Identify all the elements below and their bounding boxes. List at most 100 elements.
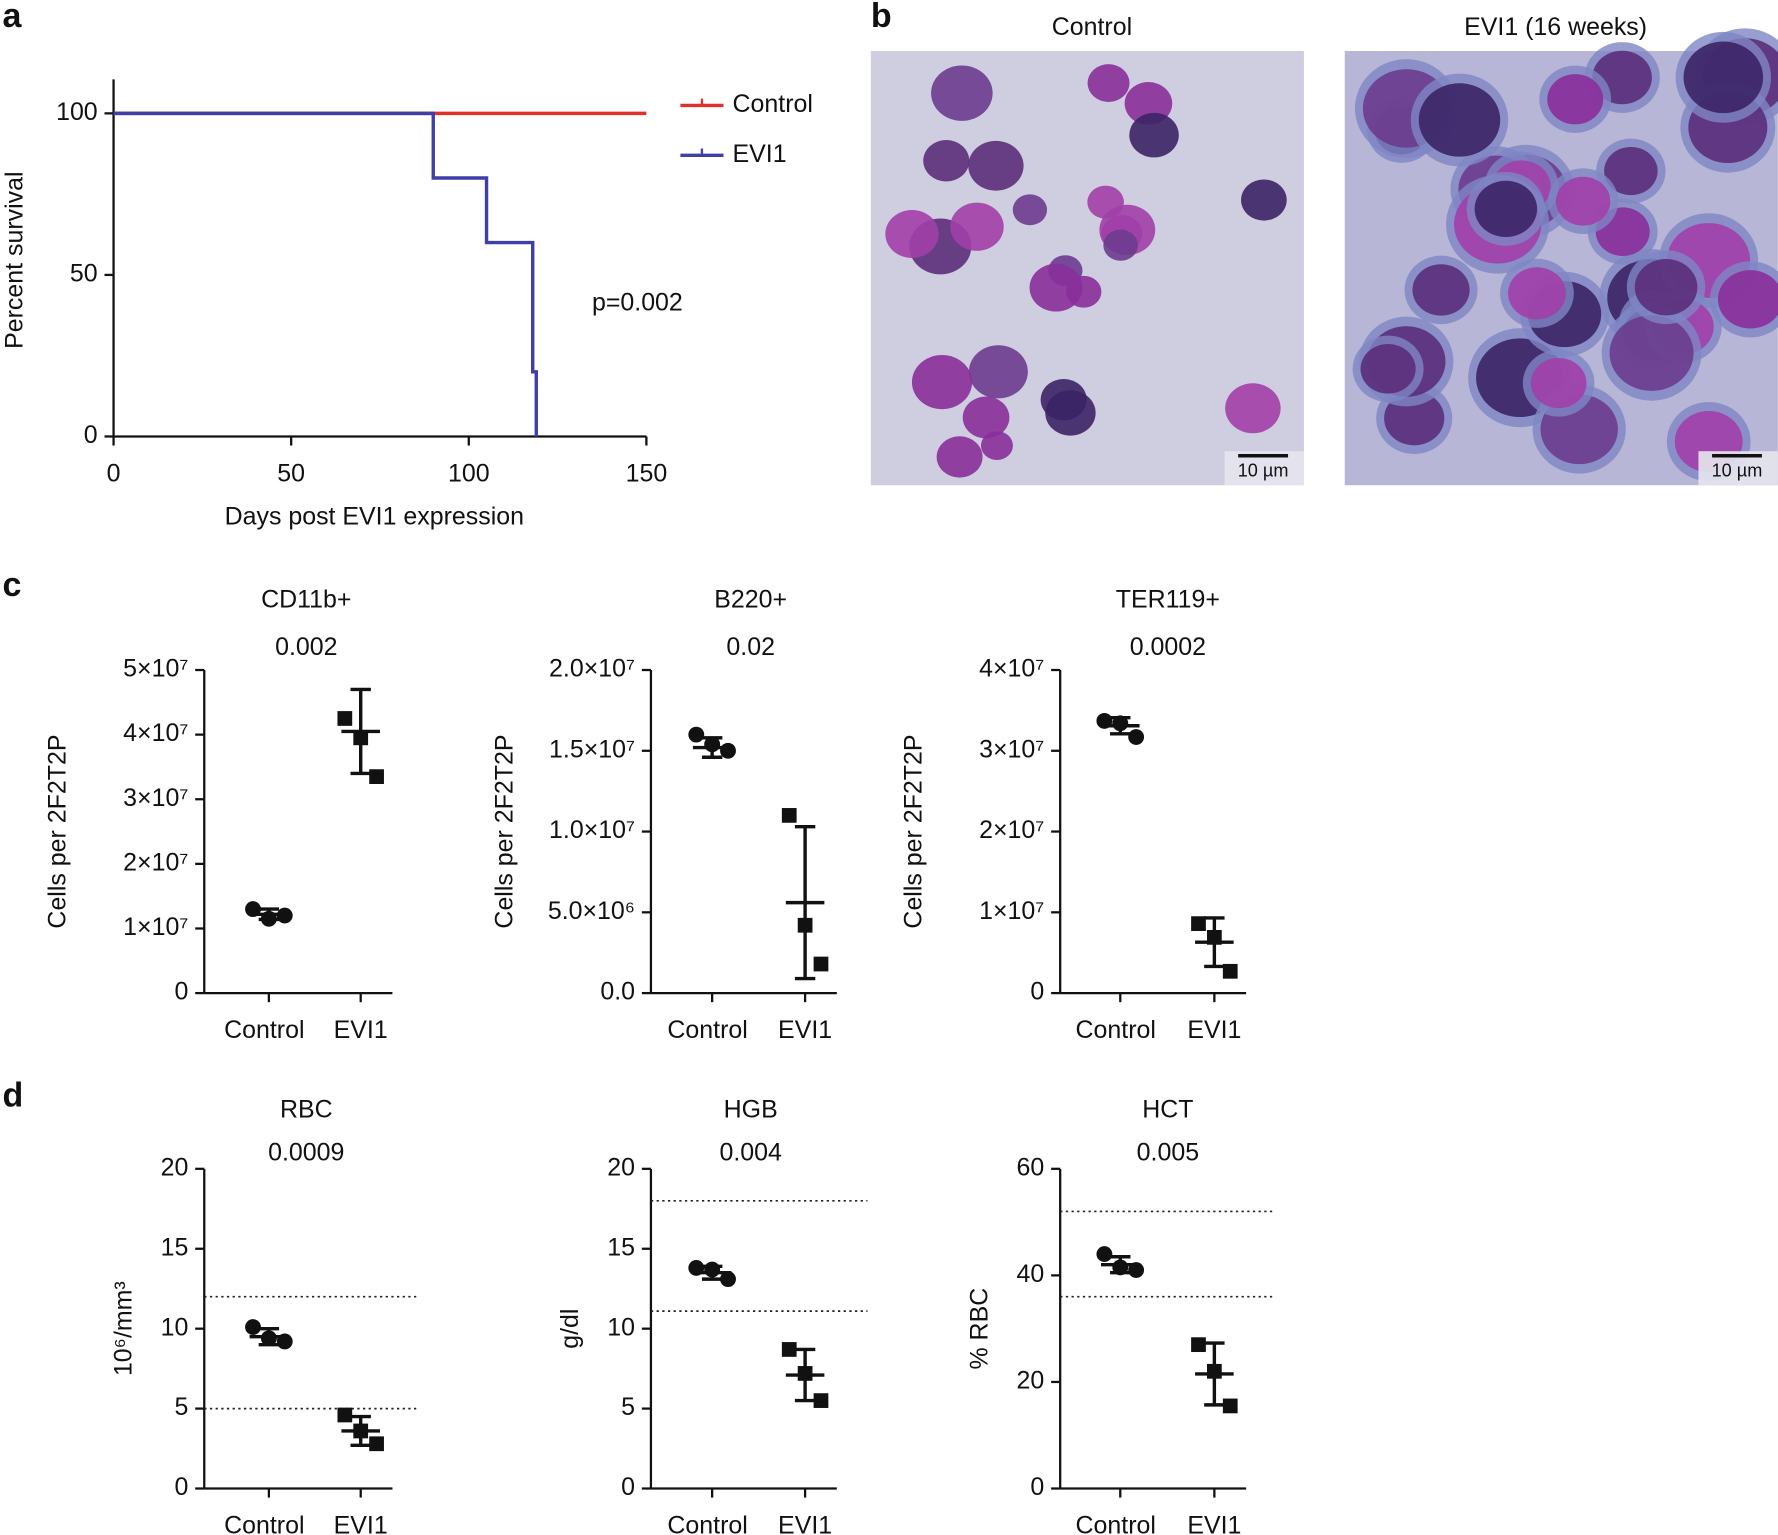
y-axis-label: Percent survival	[1, 171, 29, 348]
y-tick-label: 2×10⁷	[123, 848, 188, 876]
data-point	[1222, 1398, 1238, 1414]
data-point	[1206, 929, 1222, 945]
y-axis-label: % RBC	[965, 1288, 993, 1370]
cell-nucleus	[923, 140, 970, 182]
data-point	[704, 1261, 721, 1278]
x-tick-label: EVI1	[1187, 1016, 1241, 1044]
data-point	[688, 726, 705, 743]
cell-nucleus	[1530, 357, 1587, 409]
y-tick-label: 20	[607, 1153, 635, 1181]
y-tick-label: 50	[70, 260, 98, 288]
y-tick-label: 2.0×10⁷	[549, 655, 635, 683]
p-value: 0.002	[275, 633, 337, 661]
legend-label: Control	[733, 90, 813, 118]
y-tick-label: 10	[607, 1313, 635, 1341]
y-tick-label: 0.0	[600, 978, 635, 1006]
data-point	[1191, 916, 1206, 932]
cell-nucleus	[950, 202, 1004, 251]
y-tick-label: 5×10⁷	[123, 655, 188, 683]
y-tick-label: 40	[1017, 1260, 1045, 1288]
x-tick-label: EVI1	[334, 1016, 388, 1044]
cell-nucleus	[1129, 112, 1179, 158]
cell-nucleus	[885, 209, 939, 259]
panel-label: b	[871, 0, 892, 35]
cell-nucleus	[1683, 41, 1764, 114]
p-value: 0.0002	[1130, 633, 1206, 661]
data-point	[276, 907, 293, 924]
y-axis-label: Cells per 2F2T2P	[44, 735, 72, 929]
y-axis-label: Cells per 2F2T2P	[490, 735, 518, 929]
cell-nucleus	[1087, 64, 1130, 102]
cell-nucleus	[1360, 344, 1416, 394]
panel-label: c	[2, 566, 21, 604]
p-value: 0.004	[719, 1139, 782, 1167]
x-axis-label: Days post EVI1 expression	[225, 503, 524, 531]
data-point	[369, 769, 384, 784]
cell-nucleus	[1029, 263, 1083, 312]
data-point	[1128, 729, 1145, 745]
cell-nucleus	[1547, 74, 1604, 125]
x-tick-label: Control	[224, 1512, 304, 1535]
y-tick-label: 1×10⁷	[979, 897, 1044, 925]
p-value: 0.005	[1137, 1139, 1199, 1167]
x-tick-label: 50	[277, 460, 305, 488]
cell-nucleus	[1634, 258, 1698, 316]
cell-nucleus	[968, 345, 1028, 399]
data-point	[1128, 1262, 1145, 1278]
data-point	[720, 742, 736, 759]
cell-nucleus	[962, 396, 1010, 439]
data-point	[276, 1333, 293, 1350]
y-tick-label: 20	[161, 1153, 189, 1181]
scale-bar-label: 10 µm	[1712, 460, 1763, 480]
x-tick-label: EVI1	[778, 1512, 832, 1535]
y-tick-label: 5	[175, 1393, 189, 1421]
p-value: 0.02	[726, 633, 775, 661]
y-tick-label: 3×10⁷	[979, 735, 1044, 763]
p-value: 0.0009	[268, 1139, 344, 1167]
data-point	[1112, 1259, 1129, 1276]
chart-title: TER119+	[1116, 585, 1220, 613]
x-tick-label: EVI1	[778, 1016, 832, 1044]
cell-nucleus	[1508, 267, 1566, 320]
data-point	[1222, 963, 1238, 979]
data-point	[245, 1319, 261, 1336]
x-tick-label: 150	[626, 460, 668, 488]
data-point	[781, 808, 797, 823]
y-tick-label: 60	[1017, 1153, 1045, 1181]
annotation: p=0.002	[592, 288, 683, 316]
data-point	[337, 711, 353, 726]
y-tick-label: 3×10⁷	[123, 784, 188, 812]
image-title: EVI1 (16 weeks)	[1464, 13, 1647, 41]
x-tick-label: Control	[1076, 1512, 1156, 1535]
y-tick-label: 4×10⁷	[979, 655, 1044, 683]
y-tick-label: 0	[621, 1473, 635, 1501]
data-point	[1096, 712, 1113, 729]
data-point	[1096, 1246, 1113, 1263]
data-point	[797, 1366, 813, 1381]
y-tick-label: 5	[621, 1393, 635, 1421]
data-point	[260, 1330, 277, 1347]
data-point	[1191, 1337, 1206, 1353]
y-tick-label: 1.5×10⁷	[549, 735, 635, 763]
chart-title: CD11b+	[261, 585, 351, 613]
y-tick-label: 1×10⁷	[123, 913, 188, 941]
y-tick-label: 100	[56, 98, 98, 126]
y-tick-label: 0	[1030, 978, 1044, 1006]
cell-nucleus	[1012, 194, 1048, 226]
data-point	[260, 910, 277, 927]
y-tick-label: 0	[84, 421, 98, 449]
x-tick-label: 0	[107, 460, 121, 488]
y-tick-label: 4×10⁷	[123, 719, 188, 747]
chart-title: B220+	[714, 585, 787, 613]
x-tick-label: EVI1	[334, 1512, 388, 1535]
cell-nucleus	[936, 436, 983, 478]
y-tick-label: 20	[1017, 1367, 1045, 1395]
y-tick-label: 15	[607, 1233, 635, 1261]
y-tick-label: 0	[175, 1473, 189, 1501]
chart-title: RBC	[280, 1096, 333, 1124]
panel-label: d	[2, 1076, 23, 1114]
data-point	[781, 1342, 797, 1357]
cell-nucleus	[1474, 180, 1538, 238]
cell-nucleus	[1225, 383, 1281, 434]
